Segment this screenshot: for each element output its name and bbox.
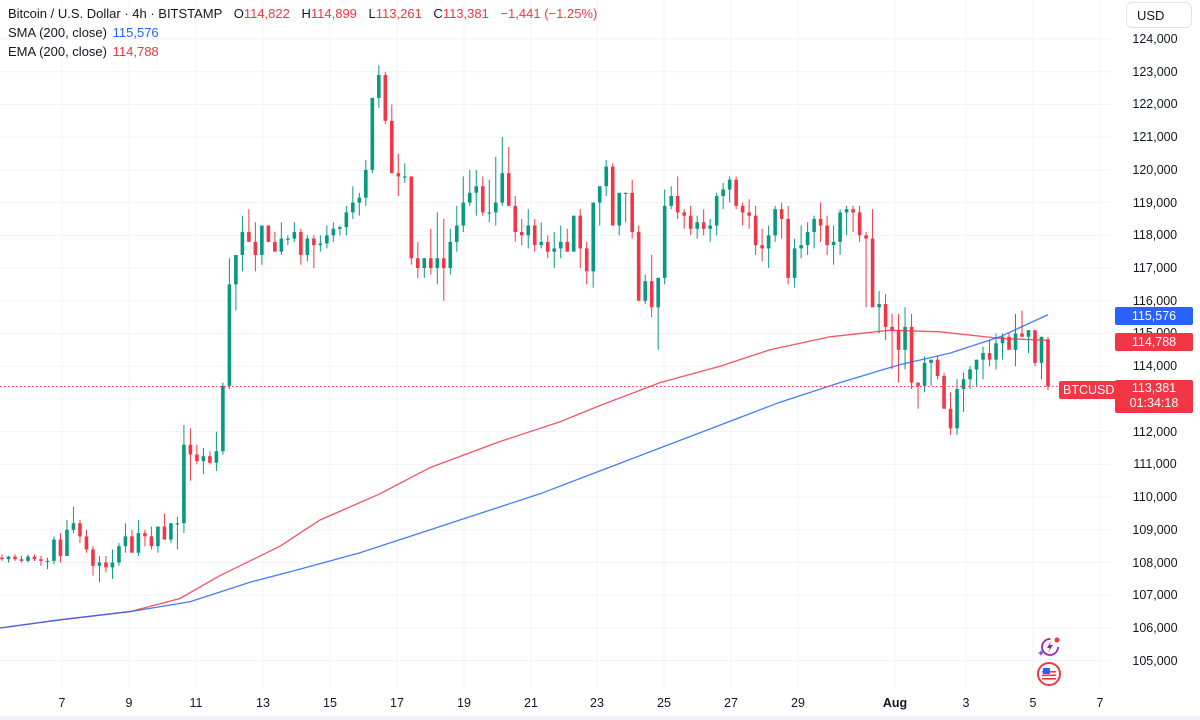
price-axis-label: 124,000 [1132, 32, 1178, 46]
bar-countdown: 01:34:18 [1129, 396, 1179, 410]
symbol-tag: BTCUSD [1059, 381, 1119, 399]
change-value: −1,441 (−1.25%) [500, 6, 598, 21]
chart-grid [0, 0, 1110, 688]
low-label: L [368, 6, 376, 21]
high-label: H [301, 6, 311, 21]
ema-line [0, 329, 1049, 629]
high-value: 114,899 [310, 6, 357, 21]
time-axis-label: 9 [125, 696, 133, 710]
sma-legend-row[interactable]: SMA (200, close) 115,576 [8, 23, 597, 42]
price-axis-label: 121,000 [1132, 130, 1178, 145]
sma-label: SMA (200, close) [8, 25, 107, 40]
candlestick-series [0, 65, 1050, 583]
us-flag-icon[interactable] [1037, 662, 1061, 686]
symbol-ohlc-row: Bitcoin / U.S. Dollar · 4h · BITSTAMP O1… [8, 4, 597, 23]
low-value: 113,261 [375, 6, 422, 21]
ema-value: 114,788 [112, 44, 159, 59]
price-axis-label: 123,000 [1132, 64, 1178, 79]
time-axis-label: 5 [1029, 696, 1037, 710]
time-axis-label: 15 [323, 696, 337, 710]
price-axis-label: 106,000 [1132, 620, 1178, 635]
price-axis-label: 110,000 [1132, 490, 1178, 505]
time-axis-label: 19 [457, 696, 471, 710]
chart-legend: Bitcoin / U.S. Dollar · 4h · BITSTAMP O1… [8, 4, 597, 61]
last-price-tag: 113,381 01:34:18 [1115, 380, 1193, 413]
time-axis-label: 21 [524, 696, 538, 710]
sma-line [0, 314, 1049, 629]
time-axis-label: 7 [1096, 696, 1104, 710]
open-label: O [233, 6, 244, 21]
price-axis-label: 114,000 [1132, 359, 1178, 374]
time-axis-label: 27 [724, 696, 738, 710]
bottom-border [0, 716, 1200, 720]
ema-legend-row[interactable]: EMA (200, close) 114,788 [8, 42, 597, 61]
price-axis-label: 118,000 [1132, 228, 1178, 243]
price-axis-label: 109,000 [1132, 522, 1178, 537]
ema-label: EMA (200, close) [8, 44, 107, 59]
sma-value: 115,576 [112, 25, 159, 40]
time-axis-label: 23 [590, 696, 604, 710]
time-axis-label: 29 [791, 696, 805, 710]
price-axis-label: 117,000 [1132, 261, 1178, 276]
price-axis-label: 112,000 [1132, 424, 1178, 439]
price-axis-label: 120,000 [1132, 162, 1178, 177]
symbol-title[interactable]: Bitcoin / U.S. Dollar · 4h · BITSTAMP [8, 6, 223, 21]
time-axis-label: 13 [256, 696, 270, 710]
time-axis-label: 17 [390, 696, 404, 710]
time-axis-label: 25 [657, 696, 671, 710]
time-axis-label: 7 [58, 696, 66, 710]
time-axis-label: 3 [962, 696, 970, 710]
close-value: 113,381 [442, 6, 489, 21]
last-price-value: 113,381 [1131, 381, 1177, 395]
currency-button[interactable]: USD [1126, 2, 1192, 28]
sparkle-lightning-icon[interactable] [1037, 635, 1061, 659]
time-axis-label: 11 [189, 696, 203, 710]
sma-price-tag: 115,576 [1115, 307, 1193, 325]
price-axis-label: 122,000 [1132, 97, 1178, 112]
time-axis-label: Aug [882, 696, 908, 710]
price-axis-label: 116,000 [1132, 293, 1178, 308]
price-axis-label: 105,000 [1132, 653, 1178, 668]
ema-price-tag: 114,788 [1115, 333, 1193, 351]
price-axis-label: 119,000 [1132, 195, 1178, 210]
close-label: C [433, 6, 443, 21]
open-value: 114,822 [243, 6, 290, 21]
price-axis-label: 108,000 [1132, 555, 1178, 570]
price-axis-label: 111,000 [1133, 457, 1177, 472]
price-axis-label: 107,000 [1132, 588, 1178, 603]
